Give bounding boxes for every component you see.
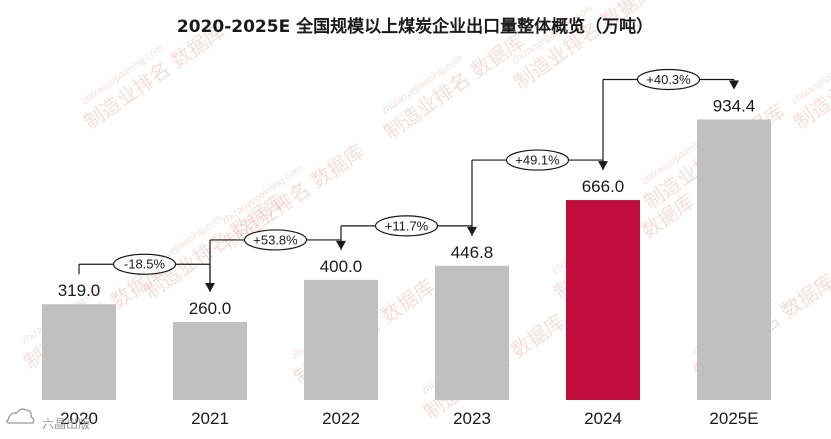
growth-oval	[374, 215, 439, 237]
x-tick-2025E: 2025E	[709, 409, 758, 428]
value-label-2024: 666.0	[582, 177, 625, 196]
growth-connector-2022: +53.8%	[209, 229, 346, 292]
x-tick-2020: 2020	[60, 409, 98, 428]
bar-2022	[304, 279, 378, 400]
value-label-2025E: 934.4	[713, 96, 756, 115]
value-label-2023: 446.8	[451, 243, 494, 262]
growth-connector-2021: -18.5%	[78, 253, 215, 292]
growth-connectors-group: -18.5% +53.8% +11.7% +49.1% +40.3%	[78, 68, 739, 292]
x-tick-2024: 2024	[584, 409, 622, 428]
value-labels-group: 319.0 260.0 400.0 446.8 666.0 934.4	[58, 96, 756, 317]
x-tick-labels-group: 2020 2021 2022 2023 2024 2025E	[60, 409, 759, 428]
bar-2025E	[697, 119, 771, 401]
growth-label-2021: -18.5%	[124, 257, 166, 272]
growth-label-2022: +53.8%	[253, 232, 298, 247]
bar-2021	[173, 321, 247, 400]
value-label-2020: 319.0	[58, 281, 101, 300]
value-label-2021: 260.0	[189, 299, 232, 318]
growth-connector-2023: +11.7%	[340, 215, 477, 250]
bar-2024	[566, 200, 640, 400]
watermark-text: 制造业排名 数据库	[379, 29, 529, 144]
cloud-logo-icon	[6, 408, 35, 424]
growth-label-2023: +11.7%	[385, 218, 429, 233]
arrow-head	[729, 80, 739, 90]
x-tick-2022: 2022	[322, 409, 360, 428]
growth-label-2024: +49.1%	[515, 153, 560, 168]
x-tick-2021: 2021	[191, 409, 229, 428]
growth-oval	[112, 253, 177, 275]
bar-2020	[42, 304, 116, 400]
bars-group	[42, 119, 771, 401]
growth-connector-2025E: +40.3%	[602, 68, 739, 171]
growth-oval	[505, 149, 570, 171]
value-label-2022: 400.0	[320, 257, 363, 276]
bar-2023	[435, 265, 509, 400]
logo-text: 六晶出版	[42, 417, 90, 431]
growth-oval	[243, 229, 308, 251]
chart-title: 2020-2025E 全国规模以上煤炭企业出口量整体概览（万吨）	[177, 16, 653, 37]
growth-oval	[636, 68, 701, 91]
x-tick-2023: 2023	[453, 409, 491, 428]
growth-label-2025E: +40.3%	[646, 72, 691, 87]
